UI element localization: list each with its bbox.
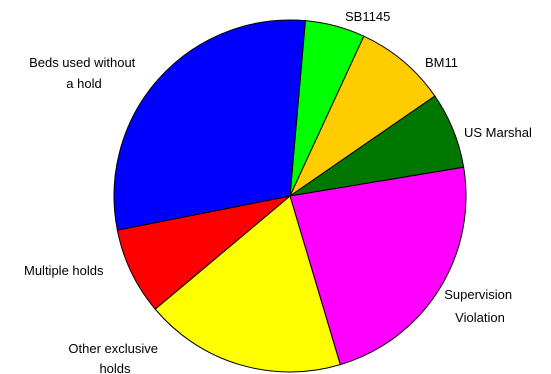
label-sb1145: SB1145 [345,9,390,24]
label-beds-used-without-a-hold: Beds used without a hold [29,55,139,91]
label-supervision-violation: Supervision Violation [444,287,516,325]
label-us-marshal: US Marshal [464,125,532,140]
pie-slice-supervision-violation [289,166,467,366]
label-bm11: BM11 [425,55,458,70]
label-other-exclusive-holds: Other exclusive holds [68,341,161,374]
label-multiple-holds: Multiple holds [24,263,104,278]
pie-slice-bm11 [288,35,436,198]
pie-slice-beds-used-without-a-hold [113,19,306,231]
pie-slices [113,19,467,373]
pie-slice-multiple-holds [116,195,291,310]
pie-slice-other-exclusive-holds [154,195,341,373]
